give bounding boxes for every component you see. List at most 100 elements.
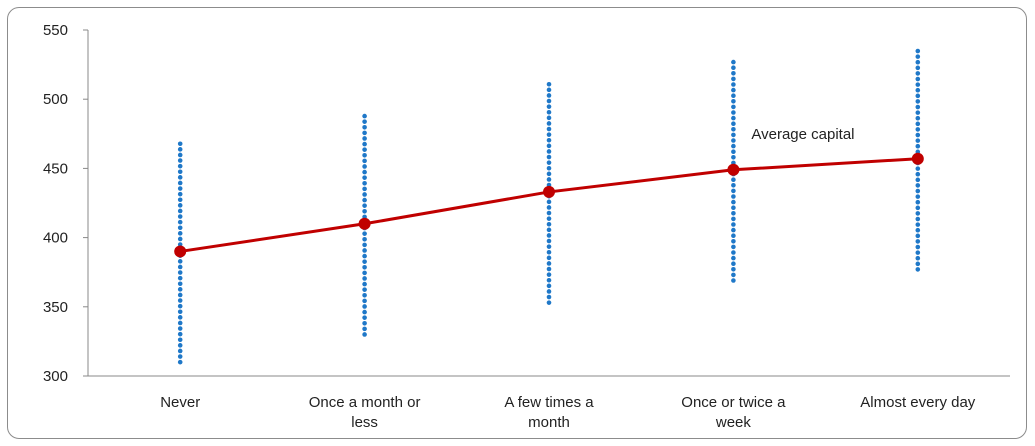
range-dot (177, 337, 183, 343)
range-dot (362, 259, 367, 264)
range-dot (731, 194, 736, 199)
range-dot (915, 261, 921, 267)
range-dot (731, 143, 736, 149)
range-dot (731, 188, 736, 194)
range-dot (177, 147, 183, 152)
range-dot (915, 104, 921, 110)
chart-frame (7, 7, 1027, 439)
range-dot (915, 87, 921, 93)
range-dot (546, 272, 552, 277)
series-average-capital (174, 152, 924, 258)
range-dot (731, 127, 736, 132)
range-dot (177, 354, 183, 359)
series-point (358, 217, 371, 230)
range-dot (546, 227, 552, 233)
range-dot (546, 121, 552, 126)
y-tick-label: 350 (43, 299, 68, 316)
range-dot (177, 191, 183, 197)
range-dot (546, 177, 552, 182)
range-dot (177, 169, 183, 175)
range-dot (731, 93, 736, 99)
range-dot (731, 132, 736, 138)
range-dot (915, 177, 921, 183)
range-dot (177, 275, 183, 281)
range-dot (177, 326, 183, 331)
y-axis-ticks: 300 350 400 450 500 550 (43, 22, 88, 385)
range-dot (915, 93, 921, 99)
range-dot (177, 309, 183, 315)
range-dot (731, 82, 736, 87)
range-dot (177, 203, 183, 208)
range-dot (177, 343, 183, 348)
range-dot (915, 222, 921, 227)
x-tick-label-line: Once a month or (309, 394, 421, 411)
range-dot (731, 272, 736, 278)
x-tick-label: Almost every day (860, 394, 976, 411)
range-dot (177, 158, 183, 163)
series-point (543, 185, 555, 198)
range-dot (177, 214, 183, 219)
range-dot (362, 147, 367, 152)
range-dot (177, 236, 183, 242)
range-dot (915, 65, 921, 71)
range-dot (546, 149, 552, 154)
range-dot (177, 231, 183, 236)
range-dot (915, 138, 921, 143)
range-dot (731, 199, 736, 205)
range-dot (915, 166, 921, 171)
range-dot (362, 113, 367, 119)
range-dot (362, 309, 367, 315)
range-dot (546, 93, 552, 98)
range-dot (177, 281, 183, 287)
range-dot (915, 110, 921, 115)
x-tick-label-line: Never (160, 394, 200, 411)
range-dot (362, 276, 367, 281)
range-dot (177, 331, 183, 337)
range-dot (362, 175, 367, 180)
range-dot (546, 289, 552, 294)
range-dot (731, 177, 736, 183)
y-tick-label: 400 (43, 230, 68, 247)
y-tick-label: 450 (43, 160, 68, 177)
range-dot (915, 132, 921, 138)
range-dot (731, 255, 736, 261)
x-tick-label-line: A few times a (504, 394, 594, 411)
range-dot (731, 87, 736, 93)
range-dot (177, 180, 183, 186)
range-dot (362, 248, 367, 253)
range-dot (362, 192, 367, 197)
range-dot (915, 54, 921, 59)
range-dot (915, 255, 921, 261)
range-dot (731, 227, 736, 233)
x-tick-label-line: week (715, 414, 752, 431)
range-dot (731, 239, 736, 244)
range-dot (177, 315, 183, 320)
range-dot (915, 143, 921, 149)
range-dot (915, 76, 921, 82)
range-dot (546, 171, 552, 177)
range-dot (731, 59, 736, 65)
range-dot (546, 154, 552, 160)
range-dot (362, 281, 367, 287)
range-dot (177, 359, 183, 365)
x-axis-labels: Never Once a month or less A few times a mon… (160, 394, 976, 431)
range-dot (546, 160, 552, 165)
range-dot (546, 165, 552, 171)
range-bar (362, 113, 367, 337)
range-dot (362, 264, 367, 270)
range-dot (362, 320, 367, 326)
range-dot (546, 137, 552, 143)
range-dot (177, 219, 183, 225)
range-dot (915, 267, 921, 272)
range-dot (546, 216, 552, 221)
range-dot (362, 180, 367, 186)
range-dot (731, 104, 736, 110)
range-dot (362, 292, 367, 298)
range-dot (731, 261, 736, 267)
range-dot (915, 216, 921, 222)
range-dot (731, 250, 736, 255)
range-dot (731, 267, 736, 272)
range-dot (915, 233, 921, 239)
range-dot (915, 115, 921, 121)
range-dot (546, 233, 552, 238)
